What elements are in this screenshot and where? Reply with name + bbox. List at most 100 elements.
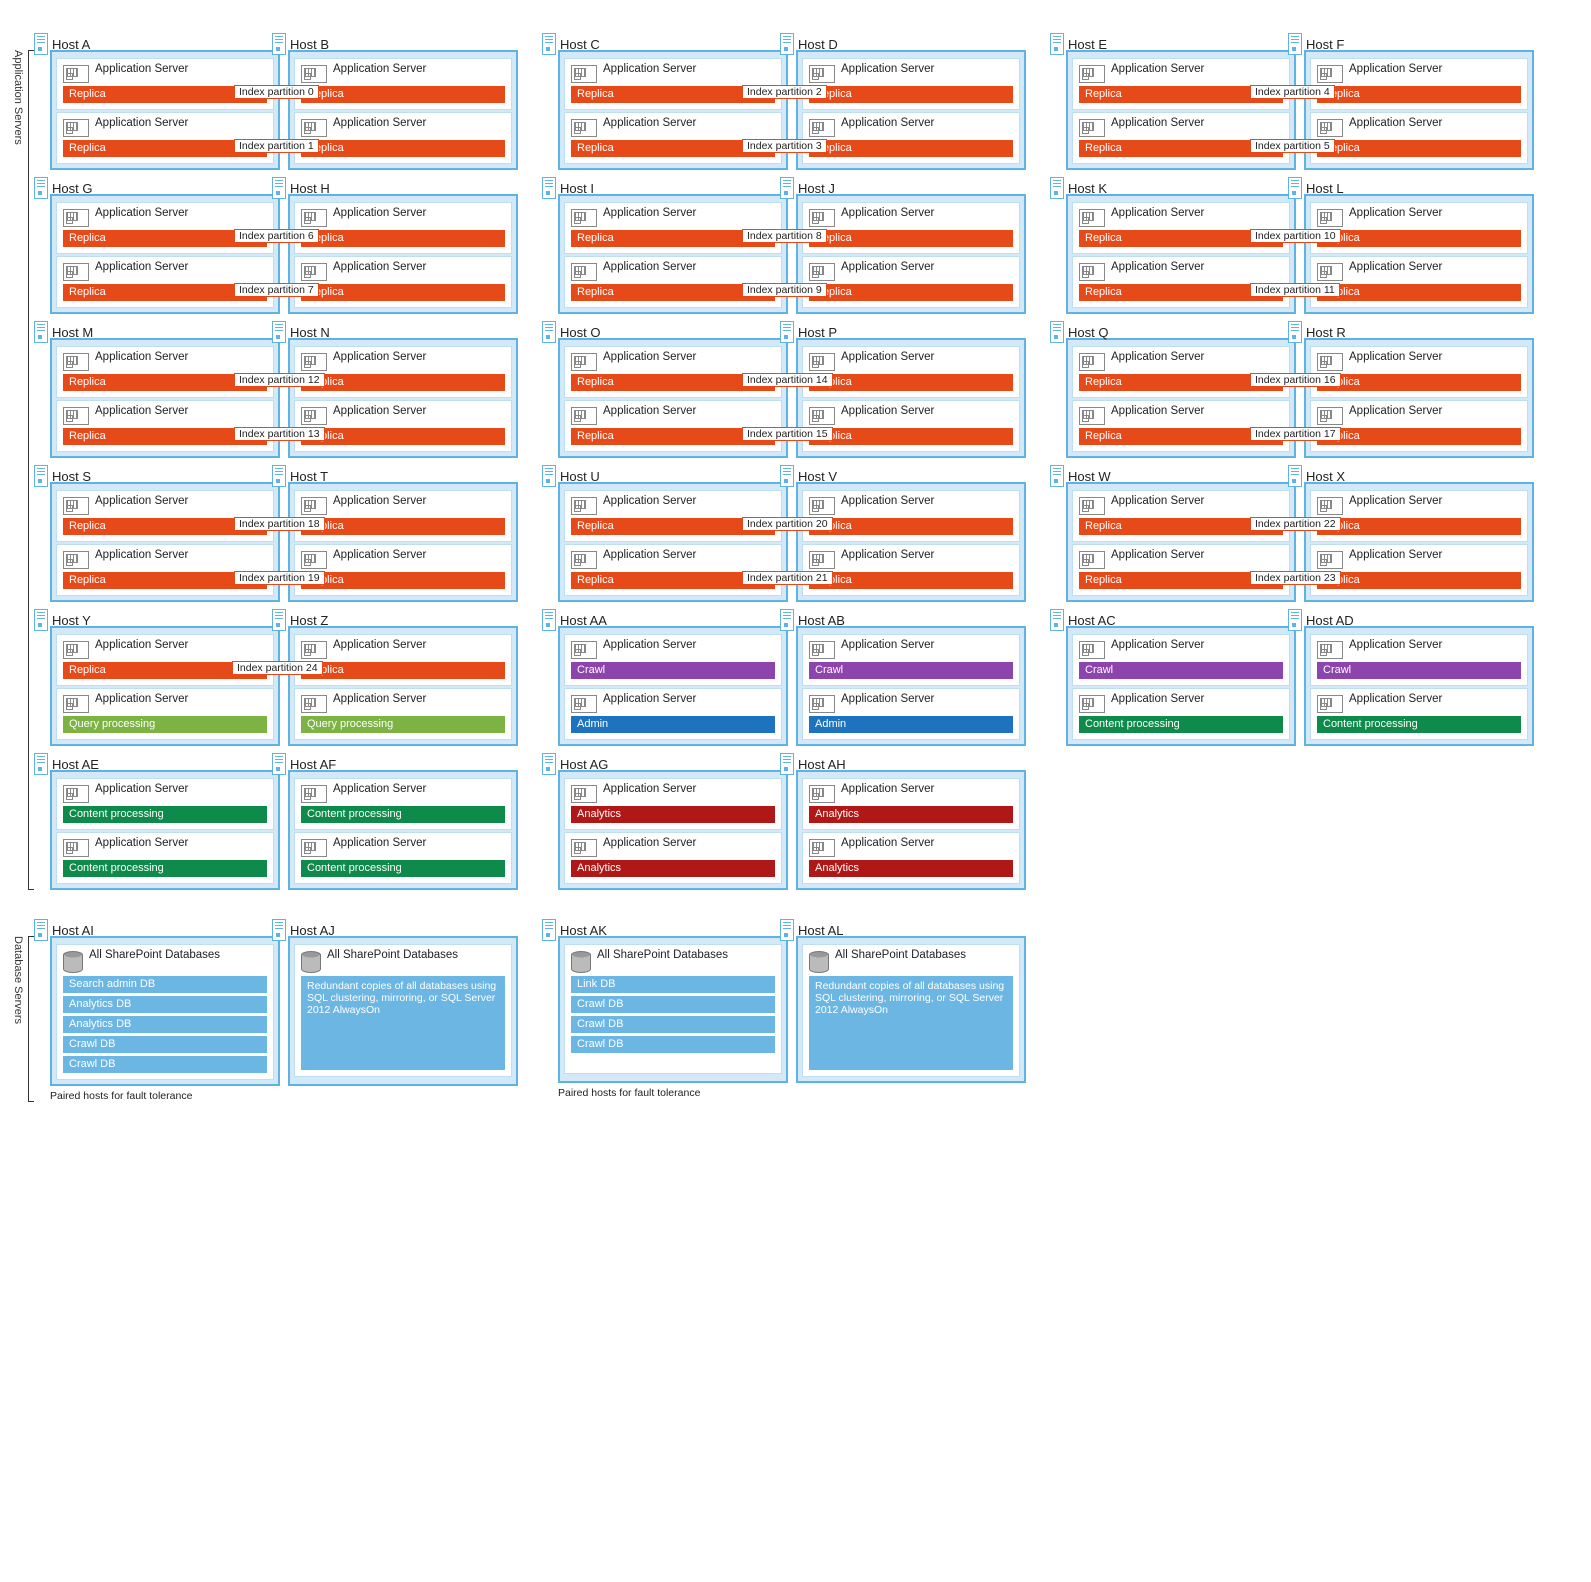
host-name: Host AF <box>290 757 336 772</box>
server-icon <box>809 497 835 515</box>
app-server-box: Application ServerReplica <box>1072 400 1290 452</box>
server-tower-icon <box>780 753 794 775</box>
query-bar: Query processing <box>301 716 505 733</box>
host-pair: Host CApplication ServerReplicaApplicati… <box>558 50 1026 170</box>
box-title: Application Server <box>333 351 426 363</box>
box-title: Application Server <box>1349 405 1442 417</box>
host: Host YApplication ServerReplicaApplicati… <box>50 626 280 746</box>
box-title: Application Server <box>603 261 696 273</box>
app-server-box: Application ServerCrawl <box>802 634 1020 686</box>
db-servers-label: Database Servers <box>12 936 24 1024</box>
server-tower-icon <box>1050 465 1064 487</box>
app-server-box: Application Server Replica <box>294 346 512 398</box>
server-icon <box>63 497 89 515</box>
app-server-box: Application ServerContent processing <box>294 778 512 830</box>
host-name: Host M <box>52 325 93 340</box>
server-tower-icon <box>542 33 556 55</box>
box-title: Application Server <box>333 207 426 219</box>
server-icon <box>301 551 327 569</box>
app-server-box: Application ServerCrawl <box>1072 634 1290 686</box>
app-server-box: Application ServerAnalytics <box>802 832 1020 884</box>
index-partition-tag: Index partition 8 <box>742 229 827 243</box>
host-row: Host GApplication ServerReplicaApplicati… <box>50 194 1561 314</box>
server-tower-icon <box>1050 321 1064 343</box>
database-bar: Analytics DB <box>63 996 267 1013</box>
box-title: Application Server <box>333 549 426 561</box>
host-name: Host AK <box>560 923 607 938</box>
server-icon <box>1079 407 1105 425</box>
db-row: Host AIAll SharePoint DatabasesSearch ad… <box>50 936 1561 1102</box>
host-row: Host AEApplication ServerContent process… <box>50 770 1561 890</box>
host: Host AFApplication ServerContent process… <box>288 770 518 890</box>
box-title: Application Server <box>841 495 934 507</box>
replica-bar: Replica <box>809 284 1013 301</box>
box-title: Application Server <box>95 351 188 363</box>
host: Host ADApplication ServerCrawlApplicatio… <box>1304 626 1534 746</box>
host-name: Host AC <box>1068 613 1116 628</box>
host-row: Host YApplication ServerReplicaApplicati… <box>50 626 1561 746</box>
host-name: Host AJ <box>290 923 335 938</box>
server-icon <box>571 641 597 659</box>
server-icon <box>571 839 597 857</box>
box-title: Application Server <box>1111 495 1204 507</box>
server-tower-icon <box>542 465 556 487</box>
database-bar: Analytics DB <box>63 1016 267 1033</box>
app-server-box: Application ServerReplica <box>564 490 782 542</box>
app-server-box: All SharePoint DatabasesLink DBCrawl DBC… <box>564 944 782 1074</box>
replica-bar: Replica <box>809 374 1013 391</box>
database-bar: Crawl DB <box>63 1036 267 1053</box>
app-server-box: Application ServerAnalytics <box>564 832 782 884</box>
box-title: Application Server <box>333 639 426 651</box>
app-server-box: Application ServerQuery processing <box>56 688 274 740</box>
server-tower-icon <box>34 919 48 941</box>
server-icon <box>63 407 89 425</box>
replica-bar: Replica <box>1317 230 1521 247</box>
replica-bar: Replica <box>809 428 1013 445</box>
box-title: Application Server <box>95 549 188 561</box>
host: Host AHApplication ServerAnalyticsApplic… <box>796 770 1026 890</box>
box-title: Application Server <box>333 405 426 417</box>
box-title: Application Server <box>95 63 188 75</box>
db-host-pair: Host AKAll SharePoint DatabasesLink DBCr… <box>558 936 1026 1102</box>
app-server-box: Application ServerReplica <box>1310 400 1528 452</box>
server-icon <box>571 551 597 569</box>
app-server-box: Application ServerReplica <box>1072 58 1290 110</box>
host-row: Host AApplication ServerReplicaApplicati… <box>50 50 1561 170</box>
server-tower-icon <box>780 609 794 631</box>
server-icon <box>1317 497 1343 515</box>
box-title: Application Server <box>603 693 696 705</box>
box-title: Application Server <box>603 351 696 363</box>
replica-bar: Replica <box>809 518 1013 535</box>
app-server-box: Application ServerReplica <box>564 544 782 596</box>
server-icon <box>63 209 89 227</box>
server-tower-icon <box>542 919 556 941</box>
app-server-box: Application ServerReplica <box>802 544 1020 596</box>
replica-bar: Replica <box>301 374 505 391</box>
box-title: Application Server <box>841 783 934 795</box>
box-title: Application Server <box>95 405 188 417</box>
box-title: Application Server <box>1111 63 1204 75</box>
box-title: Application Server <box>1111 117 1204 129</box>
server-tower-icon <box>1288 177 1302 199</box>
server-tower-icon <box>272 33 286 55</box>
server-icon <box>301 119 327 137</box>
database-icon <box>809 951 829 973</box>
host: Host AGApplication ServerAnalyticsApplic… <box>558 770 788 890</box>
server-icon <box>301 209 327 227</box>
host-name: Host C <box>560 37 600 52</box>
box-title: Application Server <box>603 63 696 75</box>
index-partition-tag: Index partition 12 <box>234 373 325 387</box>
host-name: Host U <box>560 469 600 484</box>
app-server-box: Application ServerReplica <box>294 112 512 164</box>
server-tower-icon <box>1050 609 1064 631</box>
server-tower-icon <box>542 753 556 775</box>
replica-bar: Replica <box>809 86 1013 103</box>
host-pair: Host AApplication ServerReplicaApplicati… <box>50 50 518 170</box>
server-icon <box>1079 551 1105 569</box>
server-icon <box>1317 119 1343 137</box>
index-partition-tag: Index partition 6 <box>234 229 319 243</box>
app-server-box: Application ServerReplica <box>294 256 512 308</box>
server-icon <box>571 209 597 227</box>
app-server-box: Application ServerReplica <box>56 400 274 452</box>
app-server-box: Application ServerReplica <box>564 112 782 164</box>
